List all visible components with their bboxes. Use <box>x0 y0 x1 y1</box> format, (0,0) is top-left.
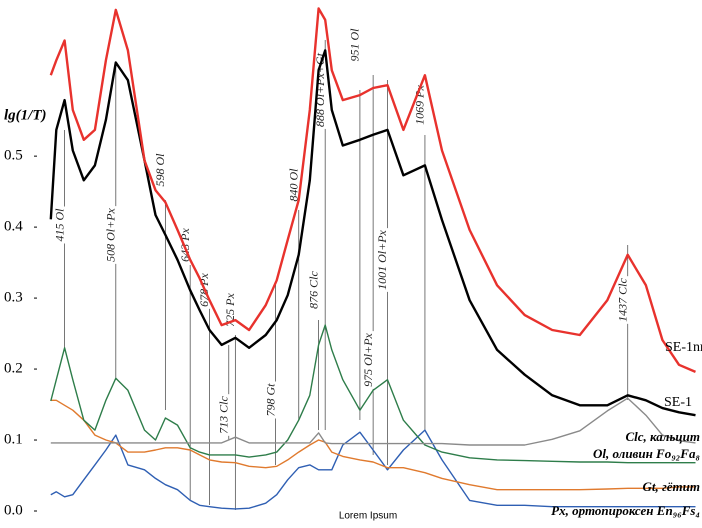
annotation-label: 508 Ol+Px <box>104 207 118 261</box>
annotation-label: 798 Gt <box>263 383 277 417</box>
annotation-bg <box>376 228 391 292</box>
annotation-bg <box>154 151 169 189</box>
annotation-label: 713 Clc <box>217 395 231 433</box>
annotation-bg <box>104 206 119 264</box>
y-axis-label: lg(1/T) <box>4 107 47 123</box>
y-tick-label: 0.5 <box>4 148 23 164</box>
series-line <box>50 399 696 491</box>
x-axis-label: Lorem Ipsum <box>339 511 397 522</box>
y-tick-label: 0.2 <box>4 360 23 376</box>
annotation-label: 598 Ol <box>153 153 167 187</box>
annotation-label: 840 Ol <box>286 168 300 202</box>
annotation-label: 415 Ol <box>52 208 66 242</box>
series-line <box>49 49 696 417</box>
y-tick-label: 0.3 <box>4 290 23 306</box>
series-line <box>50 397 696 446</box>
series-line <box>50 324 696 464</box>
annotation-label: 951 Ol <box>348 28 362 62</box>
annotation-bg <box>616 276 631 324</box>
legend-label: Gt, гётит <box>642 479 700 494</box>
annotation-bg <box>307 269 322 311</box>
annotation-bg <box>53 206 68 244</box>
y-tick-label: 0.0 <box>4 502 23 518</box>
legend-label: Px, ортопироксен En₉₆Fs₄ <box>551 503 700 518</box>
legend-label: Clc, кальцит <box>625 429 700 444</box>
annotation-label: 975 Ol+Px <box>361 332 375 386</box>
annotation-bg <box>264 381 279 419</box>
annotation-label: 1001 Ol+Px <box>375 229 389 289</box>
legend-label: SE-1 <box>664 395 692 410</box>
y-tick-label: 0.1 <box>4 431 23 447</box>
annotation-bg <box>362 331 377 389</box>
legend-label: Ol, оливин Fo₉₂Fa₈ <box>593 446 700 461</box>
series-line <box>50 429 696 510</box>
annotation-label: 725 Px <box>223 292 237 326</box>
annotation-label: 1437 Clc <box>615 277 629 321</box>
annotation-label: 876 Clc <box>306 270 320 308</box>
legend-label: SE-1nm <box>665 340 702 355</box>
annotation-bg <box>348 26 363 64</box>
series-line <box>49 7 696 374</box>
annotation-bg <box>179 226 194 264</box>
annotation-bg <box>217 394 232 436</box>
y-tick-label: 0.4 <box>4 219 23 235</box>
